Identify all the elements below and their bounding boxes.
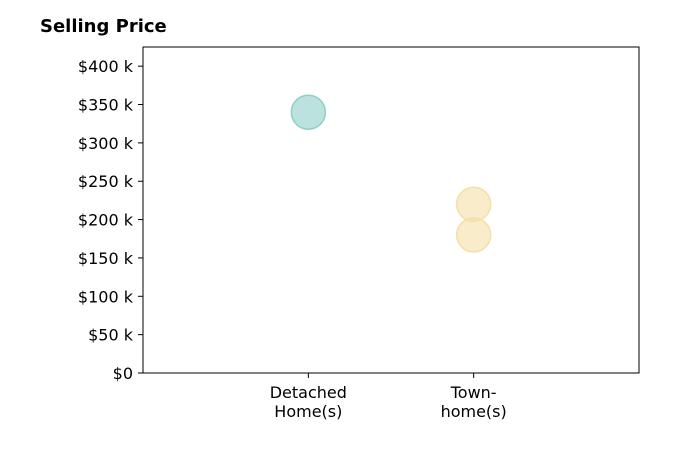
y-tick-label: $400 k xyxy=(78,57,134,76)
plot-frame xyxy=(142,46,640,374)
y-tick-label: $300 k xyxy=(78,134,134,153)
data-points xyxy=(290,94,492,253)
data-point xyxy=(455,217,492,253)
x-tick-label: Detached Home(s) xyxy=(270,383,347,421)
chart-title: Selling Price xyxy=(40,16,167,37)
y-tick-label: $0 xyxy=(113,364,133,383)
y-axis: $0 $50 k $100 k $150 k $200 k $250 k $300 k $35… xyxy=(78,57,143,383)
x-axis: Detached Home(s) Town-home(s) xyxy=(270,373,507,421)
data-point xyxy=(290,94,327,130)
y-tick-label: $200 k xyxy=(78,211,134,230)
y-tick-label: $100 k xyxy=(78,287,134,306)
x-tick-label: Town-home(s) xyxy=(441,383,507,421)
data-point xyxy=(455,186,492,222)
y-tick-label: $250 k xyxy=(78,172,134,191)
y-tick-label: $350 k xyxy=(78,96,134,115)
y-tick-label: $150 k xyxy=(78,249,134,268)
y-tick-label: $50 k xyxy=(88,326,134,345)
